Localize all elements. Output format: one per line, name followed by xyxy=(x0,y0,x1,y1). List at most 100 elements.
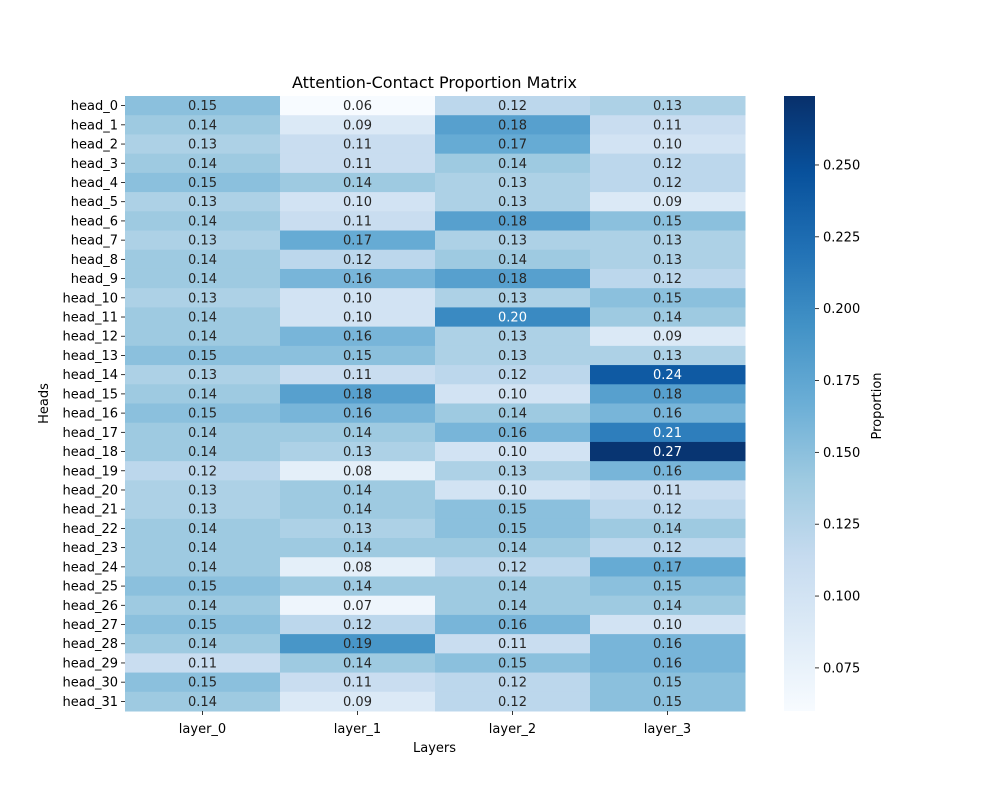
cell-value-label: 0.14 xyxy=(653,311,682,326)
heatmap-cell xyxy=(125,230,281,251)
heatmap-cell xyxy=(435,115,591,135)
heatmap-cell xyxy=(435,461,591,481)
heatmap-cell xyxy=(125,288,281,308)
heatmap-cell xyxy=(125,249,281,270)
heatmap-cell xyxy=(280,307,436,328)
cell-value-label: 0.14 xyxy=(188,330,217,345)
heatmap-cell xyxy=(125,326,281,347)
cell-value-label: 0.14 xyxy=(343,541,372,556)
y-axis-label: Heads xyxy=(37,383,52,424)
heatmap-cell xyxy=(435,153,591,174)
cell-value-label: 0.15 xyxy=(188,618,217,633)
cell-value-label: 0.10 xyxy=(498,483,527,498)
cell-value-label: 0.15 xyxy=(653,695,682,710)
cell-value-label: 0.16 xyxy=(653,407,682,422)
heatmap-cell xyxy=(280,172,436,193)
cell-value-label: 0.12 xyxy=(498,368,527,383)
heatmap-cell xyxy=(435,634,591,654)
y-tick-label: head_5 xyxy=(71,195,118,210)
heatmap-cell xyxy=(125,595,281,616)
cell-value-label: 0.13 xyxy=(188,503,217,518)
cell-value-label: 0.12 xyxy=(343,618,372,633)
cell-value-label: 0.16 xyxy=(653,656,682,671)
cell-value-label: 0.15 xyxy=(498,503,527,518)
heatmap-cell xyxy=(435,576,591,597)
heatmap-cell xyxy=(590,480,746,501)
heatmap-cell xyxy=(280,134,436,155)
heatmap-cell xyxy=(280,211,436,232)
y-tick-label: head_18 xyxy=(63,445,119,460)
heatmap-cell xyxy=(435,441,591,462)
heatmap-cell xyxy=(125,691,281,712)
cell-value-label: 0.14 xyxy=(188,214,217,229)
cell-value-label: 0.13 xyxy=(188,291,217,306)
cell-value-label: 0.10 xyxy=(343,195,372,210)
heatmap-cells: 0.15 0.06 0.12 0.13 0.14 0.09 0.18 0.11 0.13 0.11… xyxy=(125,96,746,712)
colorbar-tick-label: 0.125 xyxy=(823,518,860,533)
heatmap-cell xyxy=(435,96,591,116)
heatmap-cell xyxy=(590,384,746,404)
cell-value-label: 0.14 xyxy=(188,157,217,172)
cell-value-label: 0.17 xyxy=(498,138,527,153)
x-tick-label: layer_3 xyxy=(644,722,691,737)
y-tick-label: head_6 xyxy=(71,214,118,229)
heatmap-cell xyxy=(435,518,591,539)
heatmap-cell xyxy=(590,634,746,654)
cell-value-label: 0.09 xyxy=(343,118,372,133)
cell-value-label: 0.12 xyxy=(653,541,682,556)
cell-value-label: 0.27 xyxy=(653,445,682,460)
heatmap-cell xyxy=(125,499,281,520)
cell-value-label: 0.14 xyxy=(188,426,217,441)
heatmap-cell xyxy=(280,672,436,693)
y-tick-label: head_24 xyxy=(63,560,119,575)
heatmap-cell xyxy=(435,595,591,616)
heatmap-cell xyxy=(590,326,746,347)
cell-value-label: 0.11 xyxy=(653,118,682,133)
heatmap-cell xyxy=(590,518,746,539)
heatmap-cell xyxy=(280,249,436,270)
colorbar-label: Proportion xyxy=(870,372,885,439)
heatmap-cell xyxy=(590,268,746,289)
heatmap-cell xyxy=(125,441,281,462)
heatmap-cell xyxy=(590,672,746,693)
cell-value-label: 0.08 xyxy=(343,464,372,479)
heatmap-cell xyxy=(280,499,436,520)
cell-value-label: 0.14 xyxy=(188,695,217,710)
heatmap-cell xyxy=(435,134,591,155)
cell-value-label: 0.11 xyxy=(343,214,372,229)
heatmap-cell xyxy=(590,96,746,116)
y-tick-label: head_16 xyxy=(63,407,119,422)
cell-value-label: 0.18 xyxy=(498,272,527,287)
heatmap-cell xyxy=(280,268,436,289)
cell-value-label: 0.14 xyxy=(498,580,527,595)
heatmap-cell xyxy=(280,441,436,462)
y-tick-label: head_1 xyxy=(71,118,118,133)
cell-value-label: 0.14 xyxy=(343,426,372,441)
cell-value-label: 0.13 xyxy=(188,234,217,249)
heatmap-cell xyxy=(280,518,436,539)
cell-value-label: 0.14 xyxy=(188,522,217,537)
x-axis-label: Layers xyxy=(413,741,456,756)
heatmap-cell xyxy=(590,115,746,135)
y-tick-label: head_21 xyxy=(63,503,119,518)
heatmap-cell xyxy=(125,115,281,135)
heatmap-cell xyxy=(280,614,436,635)
cell-value-label: 0.12 xyxy=(653,157,682,172)
heatmap-cell xyxy=(435,345,591,366)
colorbar-tick-label: 0.250 xyxy=(823,158,860,173)
cell-value-label: 0.15 xyxy=(188,407,217,422)
cell-value-label: 0.14 xyxy=(188,637,217,652)
cell-value-label: 0.12 xyxy=(498,560,527,575)
heatmap-cell xyxy=(590,422,746,443)
heatmap-cell xyxy=(590,134,746,155)
heatmap-cell xyxy=(125,422,281,443)
heatmap-cell xyxy=(280,384,436,404)
heatmap-cell xyxy=(280,557,436,577)
cell-value-label: 0.13 xyxy=(498,176,527,191)
heatmap-cell xyxy=(280,576,436,597)
heatmap-cell xyxy=(590,345,746,366)
heatmap-cell xyxy=(125,480,281,501)
cell-value-label: 0.15 xyxy=(343,349,372,364)
cell-value-label: 0.10 xyxy=(343,311,372,326)
